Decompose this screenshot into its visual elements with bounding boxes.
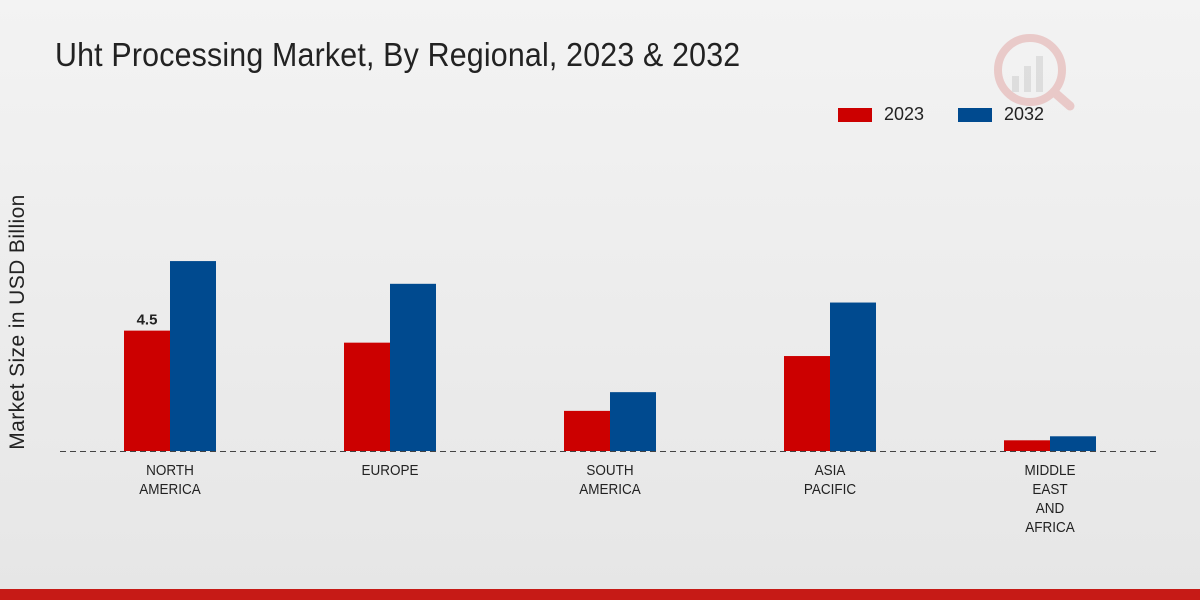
bar-2032-0 <box>170 261 216 451</box>
x-tick-label-1: EUROPE <box>362 462 419 479</box>
x-tick-label-2: SOUTH AMERICA <box>579 462 641 498</box>
x-tick-label-3: ASIA PACIFIC <box>804 462 856 498</box>
bar-2032-2 <box>610 392 656 451</box>
bar-2023-0 <box>124 330 170 451</box>
bar-2023-4 <box>1004 440 1050 451</box>
market-research-logo-icon <box>994 34 1075 111</box>
legend-item-2023: 2023 <box>838 104 924 125</box>
legend-label-2032: 2032 <box>1004 104 1045 124</box>
footer-bar <box>0 589 1200 600</box>
bar-2023-2 <box>564 410 610 451</box>
bar-2032-3 <box>830 302 876 451</box>
legend-label-2023: 2023 <box>884 104 925 124</box>
legend-swatch-2032 <box>958 107 992 122</box>
legend-swatch-2023 <box>838 107 872 122</box>
bar-2023-3 <box>784 356 830 451</box>
x-tick-label-0: NORTH AMERICA <box>139 462 201 498</box>
data-label-0: 4.5 <box>137 312 158 329</box>
legend-item-2032: 2032 <box>958 104 1044 125</box>
bar-2032-1 <box>390 283 436 451</box>
chart-title: Uht Processing Market, By Regional, 2023… <box>55 36 741 73</box>
bar-2023-1 <box>344 342 390 451</box>
x-tick-label-4: MIDDLE EAST AND AFRICA <box>1025 462 1076 536</box>
bar-2032-4 <box>1050 436 1096 451</box>
